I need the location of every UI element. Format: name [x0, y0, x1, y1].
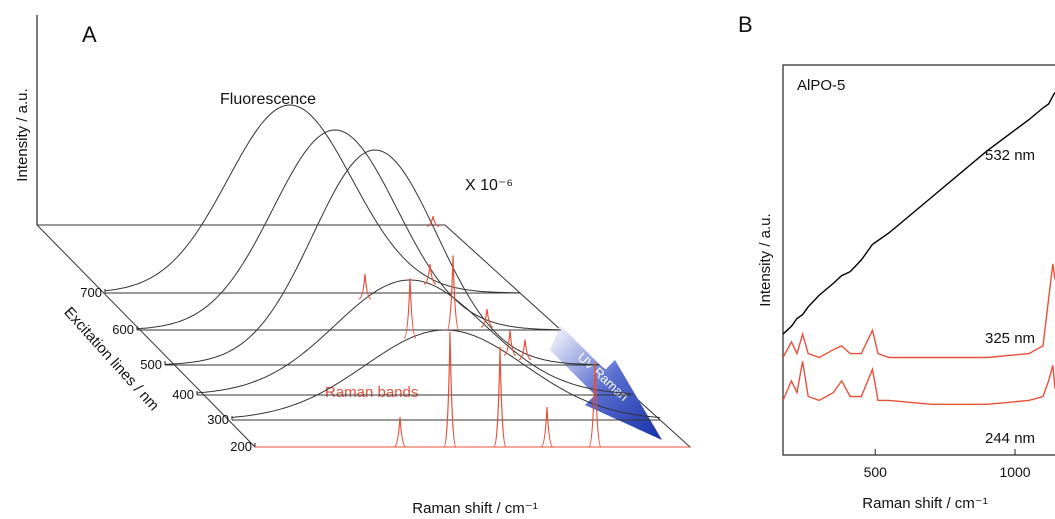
raman-peak — [480, 309, 494, 328]
spectrum-line — [783, 91, 1055, 335]
raman-peak — [503, 330, 517, 356]
z-tick-label: 400 — [172, 387, 194, 402]
annotation: Raman bands — [325, 384, 418, 401]
z-tick-label: 300 — [207, 412, 229, 427]
raman-peak — [540, 406, 554, 448]
panel-b: B AlPO-5 Intensity / a.u. Raman shift / … — [738, 12, 1055, 512]
plot-area — [783, 91, 1055, 405]
y-axis-label: Intensity / a.u. — [14, 88, 31, 181]
fluorescence-curve — [164, 149, 600, 366]
annotation: X 10⁻⁶ — [465, 177, 513, 194]
series-label: 325 nm — [985, 330, 1035, 347]
spectrum-line — [783, 361, 1055, 405]
raman-peak — [393, 416, 407, 448]
raman-peak — [588, 361, 602, 448]
raman-peak — [358, 273, 372, 300]
z-tick-label: 500 — [140, 357, 162, 372]
fluorescence-curve — [231, 329, 661, 419]
annotation: AlPO-5 — [797, 77, 845, 94]
series-label: 532 nm — [985, 147, 1035, 164]
raman-peak — [423, 263, 437, 285]
panel-a: A UV Raman Fluorescence X 10⁻⁶ Raman ban… — [14, 15, 692, 517]
floor — [36, 224, 692, 448]
panel-label: A — [82, 22, 97, 47]
fluorescence-curve — [104, 104, 519, 294]
series-label: 244 nm — [985, 430, 1035, 447]
raman-peak — [493, 346, 507, 448]
raman-peak — [443, 331, 457, 448]
raman-peak — [518, 339, 532, 361]
raman-peak — [446, 255, 460, 332]
z-tick-label: 200 — [230, 439, 252, 454]
annotation: Fluorescence — [220, 91, 316, 108]
fluorescence-curve — [136, 129, 559, 331]
x-tick-label: 1000 — [999, 464, 1030, 480]
raman-peak — [403, 278, 417, 339]
fluorescence-curve — [196, 279, 632, 394]
z-tick-label: 600 — [112, 322, 134, 337]
panel-label: B — [738, 12, 753, 37]
spectrum-line — [783, 263, 1055, 359]
z-tick-label: 700 — [80, 285, 102, 300]
uv-arrow — [550, 325, 662, 440]
y-axis-label: Intensity / a.u. — [757, 213, 774, 306]
raman-peak — [426, 216, 440, 227]
plot-frame — [782, 64, 1055, 456]
x-tick-label: 500 — [864, 464, 888, 480]
x-axis-label: Raman shift / cm⁻¹ — [862, 495, 987, 512]
x-axis-label: Raman shift / cm⁻¹ — [412, 500, 537, 517]
